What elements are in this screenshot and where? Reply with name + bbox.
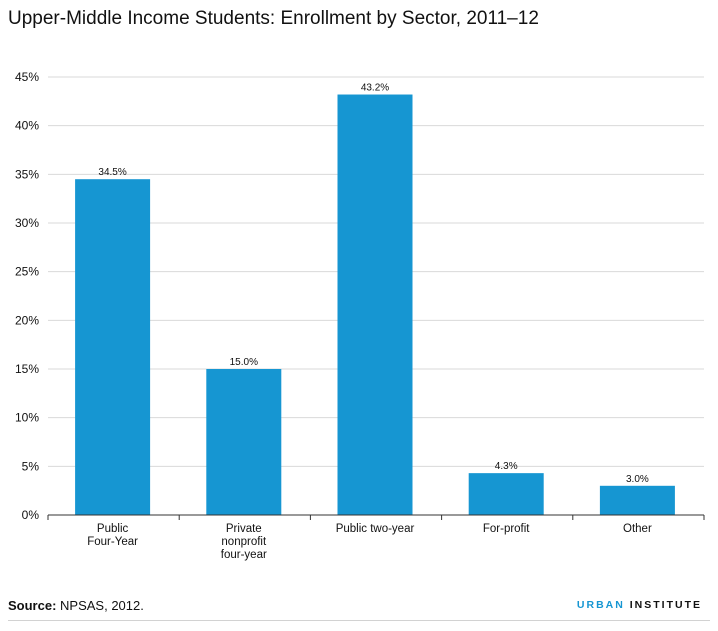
bars — [75, 94, 675, 516]
bar — [206, 369, 282, 515]
bar-chart: 0% 5% 10% 15% 20% 25% 30% 35% 40% 45% 34.5% 15.0% 4… — [15, 70, 705, 561]
x-tick-label-line: Four-Year — [87, 536, 138, 548]
source-label: Source: — [8, 598, 57, 613]
y-tick-label: 15% — [15, 362, 39, 376]
y-tick-label: 0% — [22, 508, 40, 522]
y-tick-label: 40% — [15, 119, 39, 133]
x-tick-label-line: nonprofit — [221, 536, 267, 548]
y-axis-tick-labels: 0% 5% 10% 15% 20% 25% 30% 35% 40% 45% — [15, 70, 39, 522]
x-tick-label: Public Four-Year — [87, 523, 138, 548]
urban-institute-logo: URBAN INSTITUTE — [577, 599, 702, 611]
chart-title: Upper-Middle Income Students: Enrollment… — [8, 8, 539, 29]
x-tick-label-line: Other — [623, 523, 652, 535]
x-tick-label-line: For-profit — [483, 523, 530, 535]
bar-value-label: 34.5% — [98, 167, 126, 178]
y-tick-label: 45% — [15, 70, 39, 84]
brand-part2: INSTITUTE — [629, 599, 702, 611]
x-tick-label: For-profit — [483, 523, 530, 535]
y-tick-label: 35% — [15, 167, 39, 181]
x-tick-label: Public two-year — [336, 523, 415, 535]
y-tick-label: 25% — [15, 265, 39, 279]
source-note: Source: NPSAS, 2012. — [8, 598, 144, 613]
x-tick-label-line: Public — [97, 523, 129, 535]
bar-value-labels: 34.5% 15.0% 43.2% 4.3% 3.0% — [98, 83, 648, 485]
y-tick-label: 30% — [15, 216, 39, 230]
source-text: NPSAS, 2012. — [60, 598, 144, 613]
footer-rule — [8, 620, 710, 621]
bar — [468, 473, 544, 515]
x-axis-tick-labels: Public Four-Year Private nonprofit four-year… — [87, 523, 652, 561]
x-tick-label-line: Private — [226, 523, 262, 535]
bar-value-label: 43.2% — [361, 83, 389, 94]
bar — [75, 179, 151, 515]
x-tick-label-line: Public two-year — [336, 523, 415, 535]
x-tick-label: Private nonprofit four-year — [221, 523, 267, 561]
brand-part1: URBAN — [576, 599, 625, 611]
bar-value-label: 15.0% — [230, 357, 258, 368]
bar — [599, 485, 675, 515]
x-tick-label-line: four-year — [221, 549, 267, 561]
bar-value-label: 3.0% — [626, 474, 649, 485]
bar-value-label: 4.3% — [495, 461, 518, 472]
y-tick-label: 5% — [22, 459, 40, 473]
x-tick-label: Other — [623, 523, 652, 535]
x-axis — [47, 514, 705, 520]
bar — [337, 94, 413, 516]
y-tick-label: 20% — [15, 313, 39, 327]
y-tick-label: 10% — [15, 411, 39, 425]
